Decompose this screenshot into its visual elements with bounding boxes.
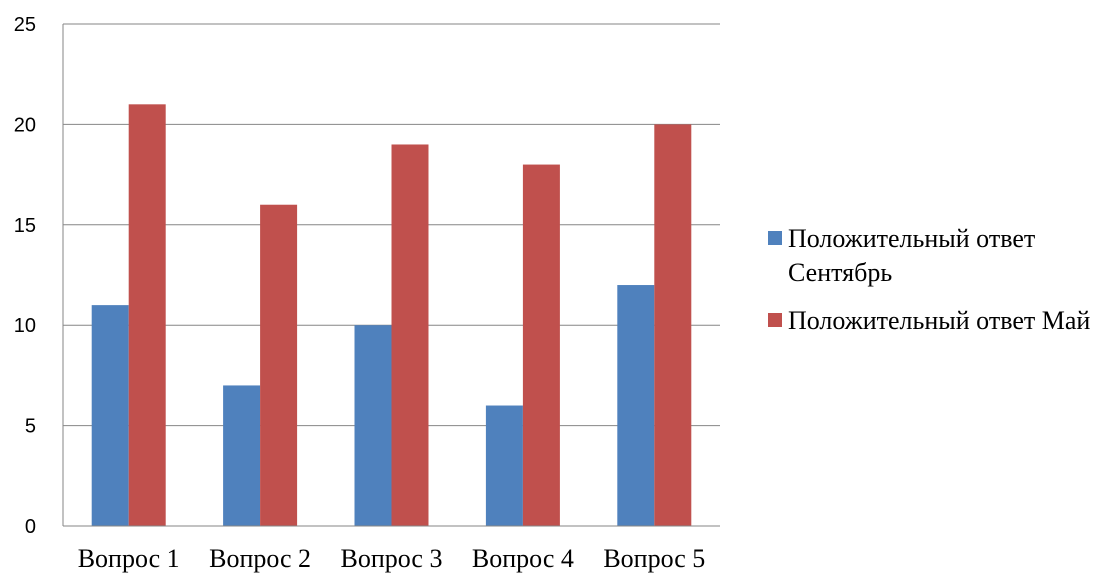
x-category-label: Вопрос 3 [341,544,443,573]
y-tick-label: 10 [14,315,36,337]
bar-september-1 [91,305,129,526]
bar-may-5 [654,124,692,527]
x-category-label: Вопрос 5 [603,544,705,573]
x-axis-categories: Вопрос 1 Вопрос 2 Вопрос 3 Вопрос 4 Вопрос 5 [78,544,706,573]
y-tick-label: 15 [14,215,36,237]
y-tick-label: 0 [25,516,36,538]
legend: Положительный ответ Сентябрь Положительн… [768,222,1094,352]
bar-september-3 [354,325,392,526]
y-axis-ticks: 0 5 10 15 20 25 [14,14,36,538]
y-tick-label: 20 [14,114,36,136]
bars [91,104,692,527]
bar-may-3 [391,144,429,527]
y-tick-label: 25 [14,14,36,36]
bar-september-5 [617,285,655,526]
y-tick-label: 5 [25,416,36,438]
legend-swatch-september [768,231,782,245]
legend-item-september: Положительный ответ Сентябрь [768,222,1094,290]
bar-may-1 [128,104,166,526]
legend-swatch-may [768,313,782,327]
x-category-label: Вопрос 4 [472,544,574,573]
bar-may-2 [260,204,298,526]
bar-may-4 [522,164,560,526]
legend-label-may: Положительный ответ Май [788,306,1091,335]
legend-label-september: Положительный ответ Сентябрь [788,224,1036,287]
bar-september-4 [485,405,523,526]
x-category-label: Вопрос 2 [209,544,311,573]
x-category-label: Вопрос 1 [78,544,180,573]
legend-item-may: Положительный ответ Май [768,304,1094,338]
bar-september-2 [223,385,261,526]
